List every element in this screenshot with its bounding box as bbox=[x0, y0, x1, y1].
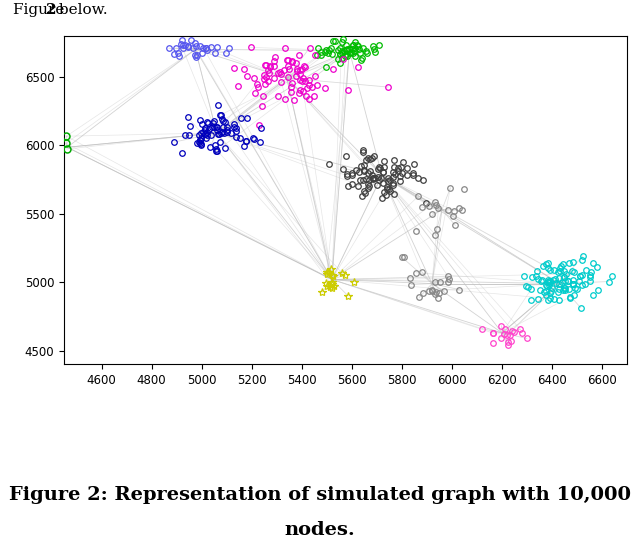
Text: below.: below. bbox=[54, 3, 108, 17]
Text: nodes.: nodes. bbox=[285, 521, 355, 539]
Text: 2: 2 bbox=[46, 3, 56, 17]
Text: Figure 2: Representation of simulated graph with 10,000: Figure 2: Representation of simulated gr… bbox=[9, 486, 631, 504]
Text: Figure: Figure bbox=[13, 3, 69, 17]
